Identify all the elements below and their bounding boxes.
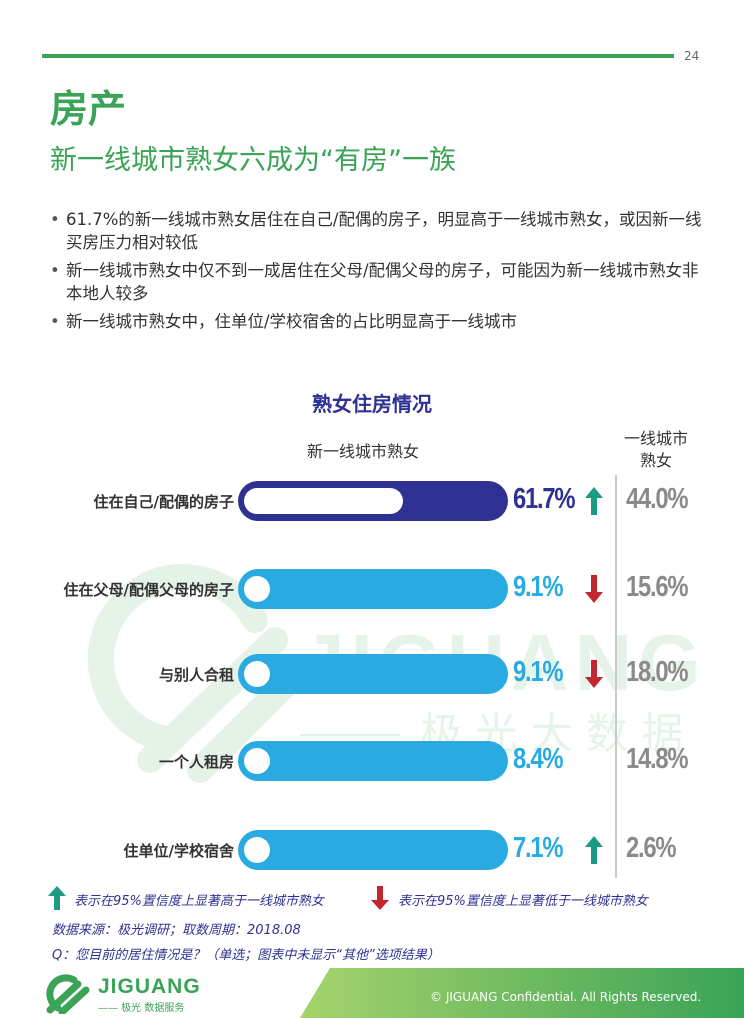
survey-question: Q：您目前的居住情况是？（单选；图表中未显示“其他”选项结果）	[52, 948, 440, 963]
bar	[238, 569, 508, 609]
arrow-up-icon	[48, 886, 66, 910]
bar-fill	[244, 661, 270, 687]
category-label: 与别人合租	[158, 666, 234, 684]
bar	[238, 741, 508, 781]
category-label: 一个人租房	[158, 753, 234, 771]
bullet-item: 新一线城市熟女中，住单位/学校宿舍的占比明显高于一线城市	[50, 310, 710, 333]
compare-value: 14.8%	[626, 743, 689, 775]
bar-fill	[244, 488, 404, 514]
compare-value: 44.0%	[626, 483, 689, 515]
logo-icon	[46, 974, 90, 1014]
series-header-tier1: 一线城市 熟女	[612, 428, 700, 472]
bullet-item: 新一线城市熟女中仅不到一成居住在父母/配偶父母的房子，可能因为新一线城市熟女非本…	[50, 259, 710, 305]
bar-fill	[244, 748, 270, 774]
arrow-down-icon	[371, 886, 389, 910]
arrow-up-icon	[585, 836, 603, 864]
data-label: 7.1%	[513, 832, 564, 864]
data-label: 8.4%	[513, 743, 564, 775]
arrow-down-icon	[585, 660, 603, 688]
data-label: 9.1%	[513, 656, 564, 688]
data-label: 61.7%	[513, 483, 576, 515]
compare-value: 2.6%	[626, 832, 677, 864]
copyright: © JIGUANG Confidential. All Rights Reser…	[430, 990, 702, 1004]
series-header-new-tier1: 新一线城市熟女	[306, 442, 419, 461]
data-label: 9.1%	[513, 571, 564, 603]
bullet-list: 61.7%的新一线城市熟女居住在自己/配偶的房子，明显高于一线城市熟女，或因新一…	[50, 208, 710, 338]
legend-up-text: 表示在95%置信度上显著高于一线城市熟女	[74, 894, 324, 909]
bar	[238, 654, 508, 694]
series-header-line: 一线城市	[623, 429, 688, 448]
page-subtitle: 新一线城市熟女六成为“有房”一族	[50, 145, 456, 176]
data-source: 数据来源：极光调研；取数周期：2018.08	[52, 923, 301, 938]
compare-value: 15.6%	[626, 571, 689, 603]
page-title: 房产	[50, 87, 127, 131]
footer-band	[300, 968, 744, 1018]
series-header-line: 熟女	[639, 451, 672, 470]
bullet-item: 61.7%的新一线城市熟女居住在自己/配偶的房子，明显高于一线城市熟女，或因新一…	[50, 208, 710, 254]
page-number: 24	[684, 49, 700, 63]
bar	[238, 481, 508, 521]
bar-fill	[244, 837, 270, 863]
category-label: 住在自己/配偶的房子	[93, 493, 234, 511]
bar-fill	[244, 576, 270, 602]
footer-logo: JIGUANG	[98, 975, 201, 998]
category-label: 住在父母/配偶父母的房子	[63, 581, 234, 599]
arrow-up-icon	[585, 487, 603, 515]
arrow-down-icon	[585, 575, 603, 603]
compare-divider	[615, 475, 617, 878]
chart-title: 熟女住房情况	[312, 392, 432, 416]
legend-down-text: 表示在95%置信度上显著低于一线城市熟女	[398, 894, 648, 909]
category-label: 住单位/学校宿舍	[123, 842, 234, 860]
bar	[238, 830, 508, 870]
header-rule	[42, 54, 674, 58]
footer-logo-sub: —— 极光 数据服务	[98, 1003, 185, 1014]
compare-value: 18.0%	[626, 656, 689, 688]
